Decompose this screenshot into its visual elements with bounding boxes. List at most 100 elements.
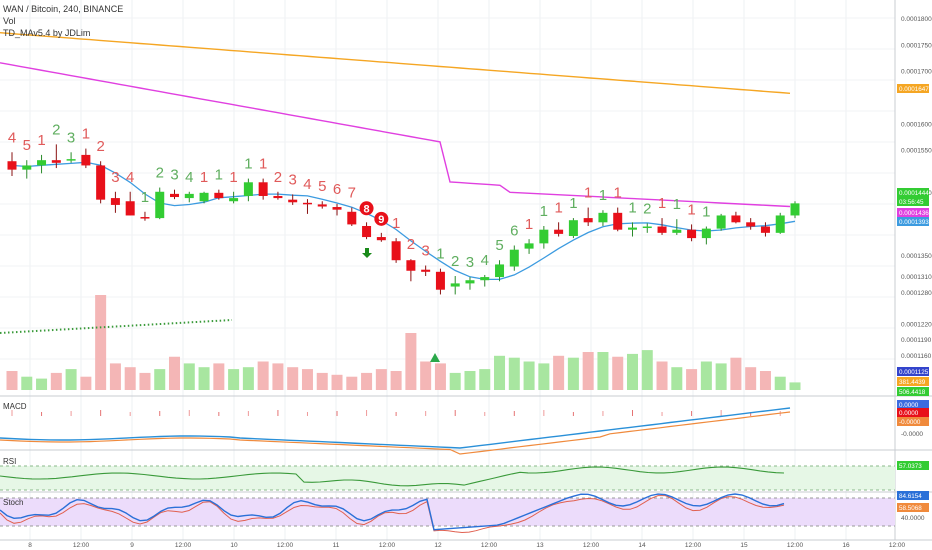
candle-body	[199, 192, 209, 202]
td-count-label: 1	[614, 185, 622, 202]
candle-body	[539, 229, 549, 244]
candle-body	[110, 198, 120, 205]
candle-body	[362, 225, 372, 238]
candle-body	[155, 191, 165, 219]
candle-body	[288, 199, 298, 203]
up-triangle-icon	[430, 353, 440, 362]
td-count-label: 7	[348, 185, 356, 202]
td-count-label: 2	[274, 169, 282, 186]
volume-bar	[213, 363, 225, 390]
indicator-vol-label[interactable]: Vol	[3, 16, 16, 26]
macd-tag	[897, 408, 929, 417]
time-tick-label: 12:00	[787, 542, 804, 549]
td-count-label: 2	[156, 165, 164, 182]
price-highlight-text: 03:56:45	[899, 199, 924, 206]
price-tick-label: 0.0001750	[901, 42, 932, 49]
volume-bar	[464, 371, 476, 390]
volume-bar	[656, 361, 668, 390]
volume-bar	[65, 369, 77, 390]
time-tick-label: 16	[842, 542, 850, 549]
volume-bar	[626, 353, 638, 390]
volume-bar	[21, 376, 33, 390]
stoch-tag-text: 58.5068	[899, 505, 922, 512]
macd-tag	[897, 400, 929, 409]
td-count-label: 1	[215, 167, 223, 184]
td-count-label: 1	[628, 199, 636, 216]
td-circle	[374, 211, 389, 226]
candle-body	[140, 217, 150, 219]
price-highlight-text: 0.0001444	[899, 190, 929, 197]
candle-body	[406, 260, 416, 271]
volume-bar	[272, 363, 284, 390]
td-count-label: 1	[702, 204, 710, 221]
price-tick-label: 0.0001550	[901, 148, 932, 155]
trend-dots	[0, 319, 233, 334]
volume-bar	[257, 361, 269, 390]
candle-body	[7, 161, 17, 170]
price-tick-label: 0.0001160	[901, 353, 932, 360]
volume-bar	[538, 363, 550, 390]
buy-arrow-icon	[362, 248, 372, 258]
macd-signal-line	[0, 411, 791, 455]
price-tick-label: 0.0001800	[901, 16, 932, 23]
td-count-label: 5	[495, 237, 503, 254]
vol-tag	[897, 377, 929, 386]
symbol-title[interactable]: WAN / Bitcoin, 240, BINANCE	[3, 4, 124, 14]
time-tick-label: 12:00	[379, 542, 396, 549]
price-highlight-tag	[897, 217, 929, 226]
candle-body	[687, 229, 697, 239]
macd-label: MACD	[3, 402, 27, 411]
stoch-label: Stoch	[3, 498, 24, 507]
price-highlight-text: 0.0001436	[899, 210, 929, 217]
candle-body	[391, 241, 401, 261]
candle-body	[524, 243, 534, 249]
td-count-label: 5	[23, 137, 31, 154]
candle-body	[37, 160, 47, 166]
td-count-label: 1	[244, 156, 252, 173]
price-tick-label: 0.0001600	[901, 121, 932, 128]
candle-body	[642, 226, 652, 229]
candle-body	[790, 203, 800, 216]
volume-bar	[700, 361, 712, 390]
td-count-label: 1	[658, 195, 666, 212]
td-count-label: 1	[229, 169, 237, 186]
td-count-label: 6	[333, 181, 341, 198]
candle-body	[22, 165, 32, 170]
volume-bar	[420, 361, 432, 390]
candle-body	[627, 227, 637, 230]
macd-tag	[897, 417, 929, 426]
ma-short-line	[11, 161, 796, 281]
candle-body	[170, 193, 180, 198]
volume-bar	[198, 367, 210, 390]
candle-body	[495, 264, 505, 278]
volume-bar	[523, 361, 535, 390]
td-count-label: 9	[378, 214, 384, 226]
volume-bar	[390, 371, 402, 390]
volume-bar	[597, 352, 609, 390]
td-count-label: 1	[436, 246, 444, 263]
candle-body	[613, 212, 623, 230]
price-tick-label: 0.0001310	[901, 274, 932, 281]
price-highlight-tag	[897, 188, 929, 197]
vol-tag-text: 0.0001125	[899, 369, 929, 376]
time-tick-label: 10	[230, 542, 238, 549]
price-axis: 0.0001800 0.0001750 0.0001700 0.0001600 0.00…	[897, 16, 932, 396]
volume-bar	[287, 367, 299, 390]
volume-bar	[95, 295, 107, 390]
td-count-label: 6	[510, 222, 518, 239]
candle-body	[435, 271, 445, 290]
time-tick-label: 12	[434, 542, 442, 549]
price-highlight-text: 0.0001393	[899, 219, 929, 226]
candle-body	[746, 222, 756, 227]
candle-body	[302, 202, 312, 205]
stoch-axis-label: 40.0000	[901, 515, 925, 522]
indicator-td-label[interactable]: TD_MAv5.4 by JDLim	[3, 28, 91, 38]
td-count-label: 1	[525, 216, 533, 233]
td-count-label: 1	[200, 169, 208, 186]
candle-body	[184, 193, 194, 199]
volume-bar	[316, 372, 328, 390]
volume-bar	[612, 356, 624, 390]
volume-bar	[331, 374, 343, 390]
td-count-label: 4	[481, 252, 489, 269]
